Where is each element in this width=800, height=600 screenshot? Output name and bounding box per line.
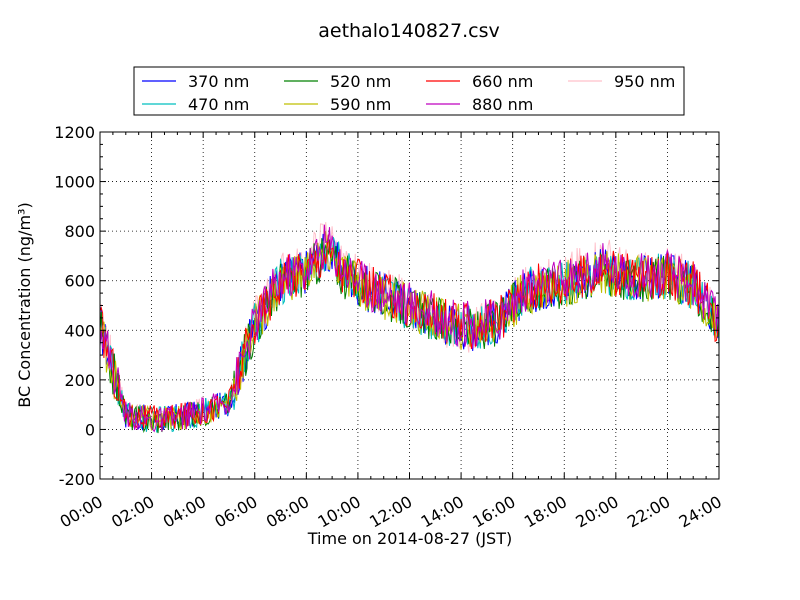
y-axis: -200 0 200 400 600 800 1000 1200 — [54, 123, 719, 489]
y-tick-label: 800 — [64, 222, 95, 241]
y-tick-label: 1000 — [54, 173, 95, 192]
x-tick-label: 20:00 — [572, 492, 621, 532]
y-tick-label: 1200 — [54, 123, 95, 142]
legend-label: 590 nm — [330, 95, 391, 114]
x-tick-label: 06:00 — [211, 492, 260, 532]
legend-frame — [133, 66, 685, 116]
x-tick-label: 00:00 — [57, 492, 106, 532]
y-tick-label: 200 — [64, 371, 95, 390]
y-tick-label: -200 — [59, 470, 95, 489]
legend-label: 520 nm — [330, 72, 391, 91]
legend-label: 370 nm — [188, 72, 249, 91]
y-tick-label: 600 — [64, 272, 95, 291]
x-axis-label: Time on 2014-08-27 (JST) — [307, 529, 512, 548]
x-tick-label: 14:00 — [418, 492, 467, 532]
y-axis-label: BC Concentration (ng/m³) — [15, 202, 34, 407]
x-tick-label: 04:00 — [160, 492, 209, 532]
series-line-880nm — [99, 224, 720, 433]
y-tick-label: 0 — [85, 420, 95, 439]
legend-label: 880 nm — [472, 95, 533, 114]
x-tick-label: 18:00 — [521, 492, 570, 532]
x-tick-label: 12:00 — [366, 492, 415, 532]
x-tick-label: 16:00 — [469, 492, 518, 532]
legend-label: 470 nm — [188, 95, 249, 114]
y-tick-label: 400 — [64, 321, 95, 340]
x-axis: 00:00 02:00 04:00 06:00 08:00 10:00 12:00 14:00… — [57, 132, 725, 532]
legend: 370 nm 470 nm 520 nm 590 nm 660 nm 880 nm 950 … — [133, 66, 685, 116]
x-tick-label: 02:00 — [108, 492, 157, 532]
x-tick-label: 24:00 — [676, 492, 725, 532]
x-tick-label: 22:00 — [624, 492, 673, 532]
legend-label: 950 nm — [614, 72, 675, 91]
legend-label: 660 nm — [472, 72, 533, 91]
plot-area — [99, 132, 720, 479]
chart-title: aethalo140827.csv — [318, 20, 500, 42]
x-tick-label: 10:00 — [314, 492, 363, 532]
x-tick-label: 08:00 — [263, 492, 312, 532]
